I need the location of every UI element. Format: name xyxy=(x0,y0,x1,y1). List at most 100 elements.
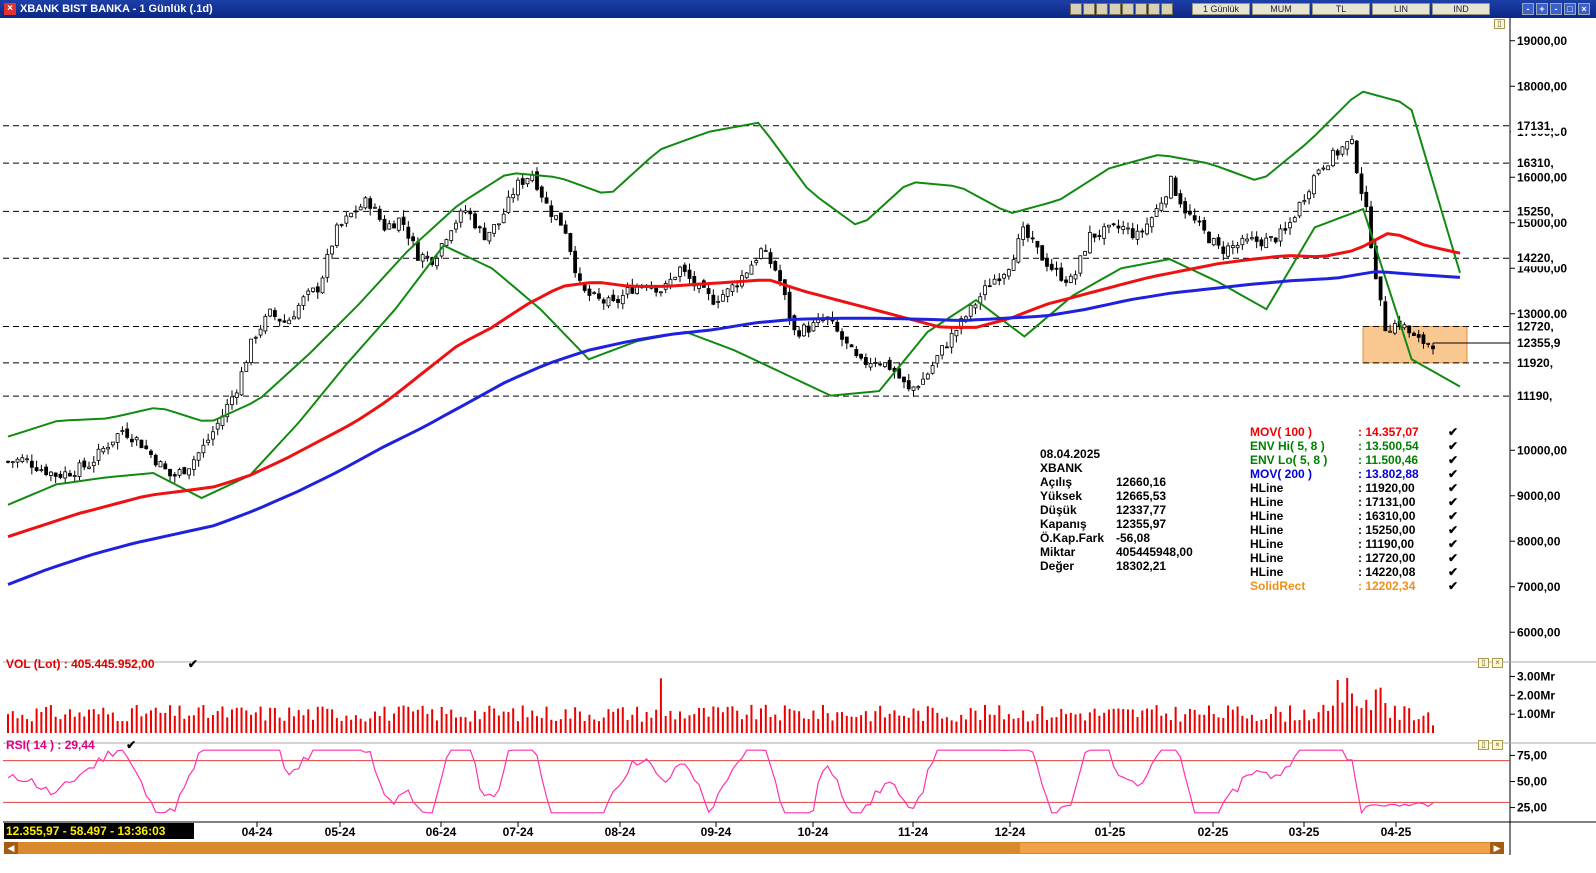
candle-body xyxy=(292,316,296,320)
rsi-panel-label: RSI( 14 ) : 29,44 ✔ xyxy=(6,738,136,752)
legend-check-icon[interactable]: ✔ xyxy=(1448,425,1459,439)
candle-body xyxy=(363,197,368,209)
hline-tag-bg xyxy=(1511,117,1561,134)
toolbar-icon[interactable] xyxy=(1135,3,1147,15)
candle-body xyxy=(849,344,854,348)
legend-check-icon[interactable]: ✔ xyxy=(1448,551,1459,565)
candle-body xyxy=(296,304,301,319)
legend-check-icon[interactable]: ✔ xyxy=(1448,537,1459,551)
period-button[interactable]: 1 Günlük xyxy=(1192,3,1250,15)
legend-check-icon[interactable]: ✔ xyxy=(1448,453,1459,467)
scale-button[interactable]: LIN xyxy=(1372,3,1430,15)
toolbar-icon[interactable] xyxy=(1109,3,1121,15)
candle-body xyxy=(1407,325,1412,334)
candle-body xyxy=(968,304,973,317)
candle-body xyxy=(230,396,234,406)
legend-label: HLine xyxy=(1250,495,1284,509)
toolbar-icon[interactable] xyxy=(1161,3,1173,15)
legend-check-icon[interactable]: ✔ xyxy=(1448,523,1459,537)
legend-check-icon[interactable]: ✔ xyxy=(1448,579,1459,593)
volume-visibility-check[interactable]: ✔ xyxy=(187,657,198,671)
candle-body xyxy=(716,300,721,303)
legend-check-icon[interactable]: ✔ xyxy=(1448,439,1459,453)
maximize-icon[interactable]: □ xyxy=(1564,3,1576,15)
candle-body xyxy=(1068,275,1073,283)
minimize-icon[interactable]: - xyxy=(1522,3,1534,15)
app-icon[interactable]: × xyxy=(4,3,16,15)
candle-mode-button[interactable]: MUM xyxy=(1252,3,1310,15)
candle-body xyxy=(1083,251,1087,256)
legend-value: : 16310,00 xyxy=(1358,509,1416,523)
toolbar-icon[interactable] xyxy=(1096,3,1108,15)
toolbar-icon[interactable] xyxy=(1148,3,1160,15)
y-tick-label: 8000,00 xyxy=(1517,534,1561,548)
panel-lock-icon[interactable]: ▯ xyxy=(1478,740,1489,750)
legend-check-icon[interactable]: ✔ xyxy=(1448,467,1459,481)
candle-body xyxy=(187,468,192,476)
legend-check-icon[interactable]: ✔ xyxy=(1448,495,1459,509)
candle-body xyxy=(1311,175,1316,195)
hline-tag-bg xyxy=(1511,318,1561,335)
candle-body xyxy=(1421,334,1426,344)
rsi-y-tick-label: 75,00 xyxy=(1517,748,1547,762)
candle-body xyxy=(325,254,330,278)
candle-body xyxy=(1054,267,1059,270)
legend-check-icon[interactable]: ✔ xyxy=(1448,481,1459,495)
candle-body xyxy=(1130,228,1135,239)
candle-body xyxy=(349,212,354,218)
close-icon[interactable]: × xyxy=(1578,3,1590,15)
candle-body xyxy=(177,469,182,476)
candle-body xyxy=(787,291,792,319)
expand-icon[interactable]: + xyxy=(1536,3,1548,15)
candle-body xyxy=(749,264,754,275)
currency-button[interactable]: TL xyxy=(1312,3,1370,15)
candle-body xyxy=(1107,224,1111,228)
panel-lock-icon[interactable]: ▯ xyxy=(1478,658,1489,668)
legend-check-icon[interactable]: ✔ xyxy=(1448,509,1459,523)
scroll-right-icon[interactable]: ▶ xyxy=(1490,842,1504,854)
candle-body xyxy=(1011,259,1016,271)
toolbar-icon[interactable] xyxy=(1083,3,1095,15)
legend-value: : 17131,00 xyxy=(1358,495,1416,509)
last-price-tag: 12355,9 xyxy=(1517,336,1561,350)
info-value: -56,08 xyxy=(1116,531,1151,545)
candle-body xyxy=(1126,227,1130,230)
minimize-icon[interactable]: - xyxy=(1550,3,1562,15)
candle-body xyxy=(25,458,29,461)
panel-lock-icon[interactable]: ▯ xyxy=(1494,19,1505,29)
legend-check-icon[interactable]: ✔ xyxy=(1448,565,1459,579)
candle-body xyxy=(720,294,725,302)
info-label: Açılış xyxy=(1040,475,1073,489)
candle-body xyxy=(1369,206,1373,248)
hline-tag: 11920, xyxy=(1517,356,1553,370)
toolbar-icon[interactable] xyxy=(1070,3,1082,15)
x-tick-label: 04-25 xyxy=(1381,825,1412,839)
scrollbar-thumb[interactable] xyxy=(1020,843,1490,853)
candle-body xyxy=(825,316,830,320)
candle-body xyxy=(563,224,568,234)
candle-body xyxy=(782,279,787,296)
candle-body xyxy=(906,380,911,390)
candle-body xyxy=(130,438,134,443)
rsi-visibility-check[interactable]: ✔ xyxy=(126,738,137,752)
toolbar-icon[interactable] xyxy=(1122,3,1134,15)
candle-body xyxy=(225,403,230,418)
legend-label: HLine xyxy=(1250,537,1284,551)
hline-tag: 17131, xyxy=(1517,119,1554,133)
volume-value: : 405.445.952,00 xyxy=(63,657,155,671)
candle-body xyxy=(663,283,668,290)
scroll-left-icon[interactable]: ◀ xyxy=(4,842,18,854)
indicator-button[interactable]: IND xyxy=(1432,3,1490,15)
candle-body xyxy=(754,260,759,264)
panel-close-icon[interactable]: × xyxy=(1492,740,1503,750)
panel-close-icon[interactable]: × xyxy=(1492,658,1503,668)
candle-body xyxy=(935,355,940,364)
legend-value: : 12202,34 xyxy=(1358,579,1416,593)
candle-body xyxy=(763,250,768,252)
info-row: Miktar 405445948,00 xyxy=(1040,545,1220,559)
x-tick-label: 02-25 xyxy=(1198,825,1229,839)
horizontal-scrollbar[interactable]: ◀ ▶ xyxy=(4,842,1504,854)
candle-body xyxy=(873,362,878,364)
candle-body xyxy=(535,171,539,190)
info-row: Ö.Kap.Fark -56,08 xyxy=(1040,531,1220,545)
